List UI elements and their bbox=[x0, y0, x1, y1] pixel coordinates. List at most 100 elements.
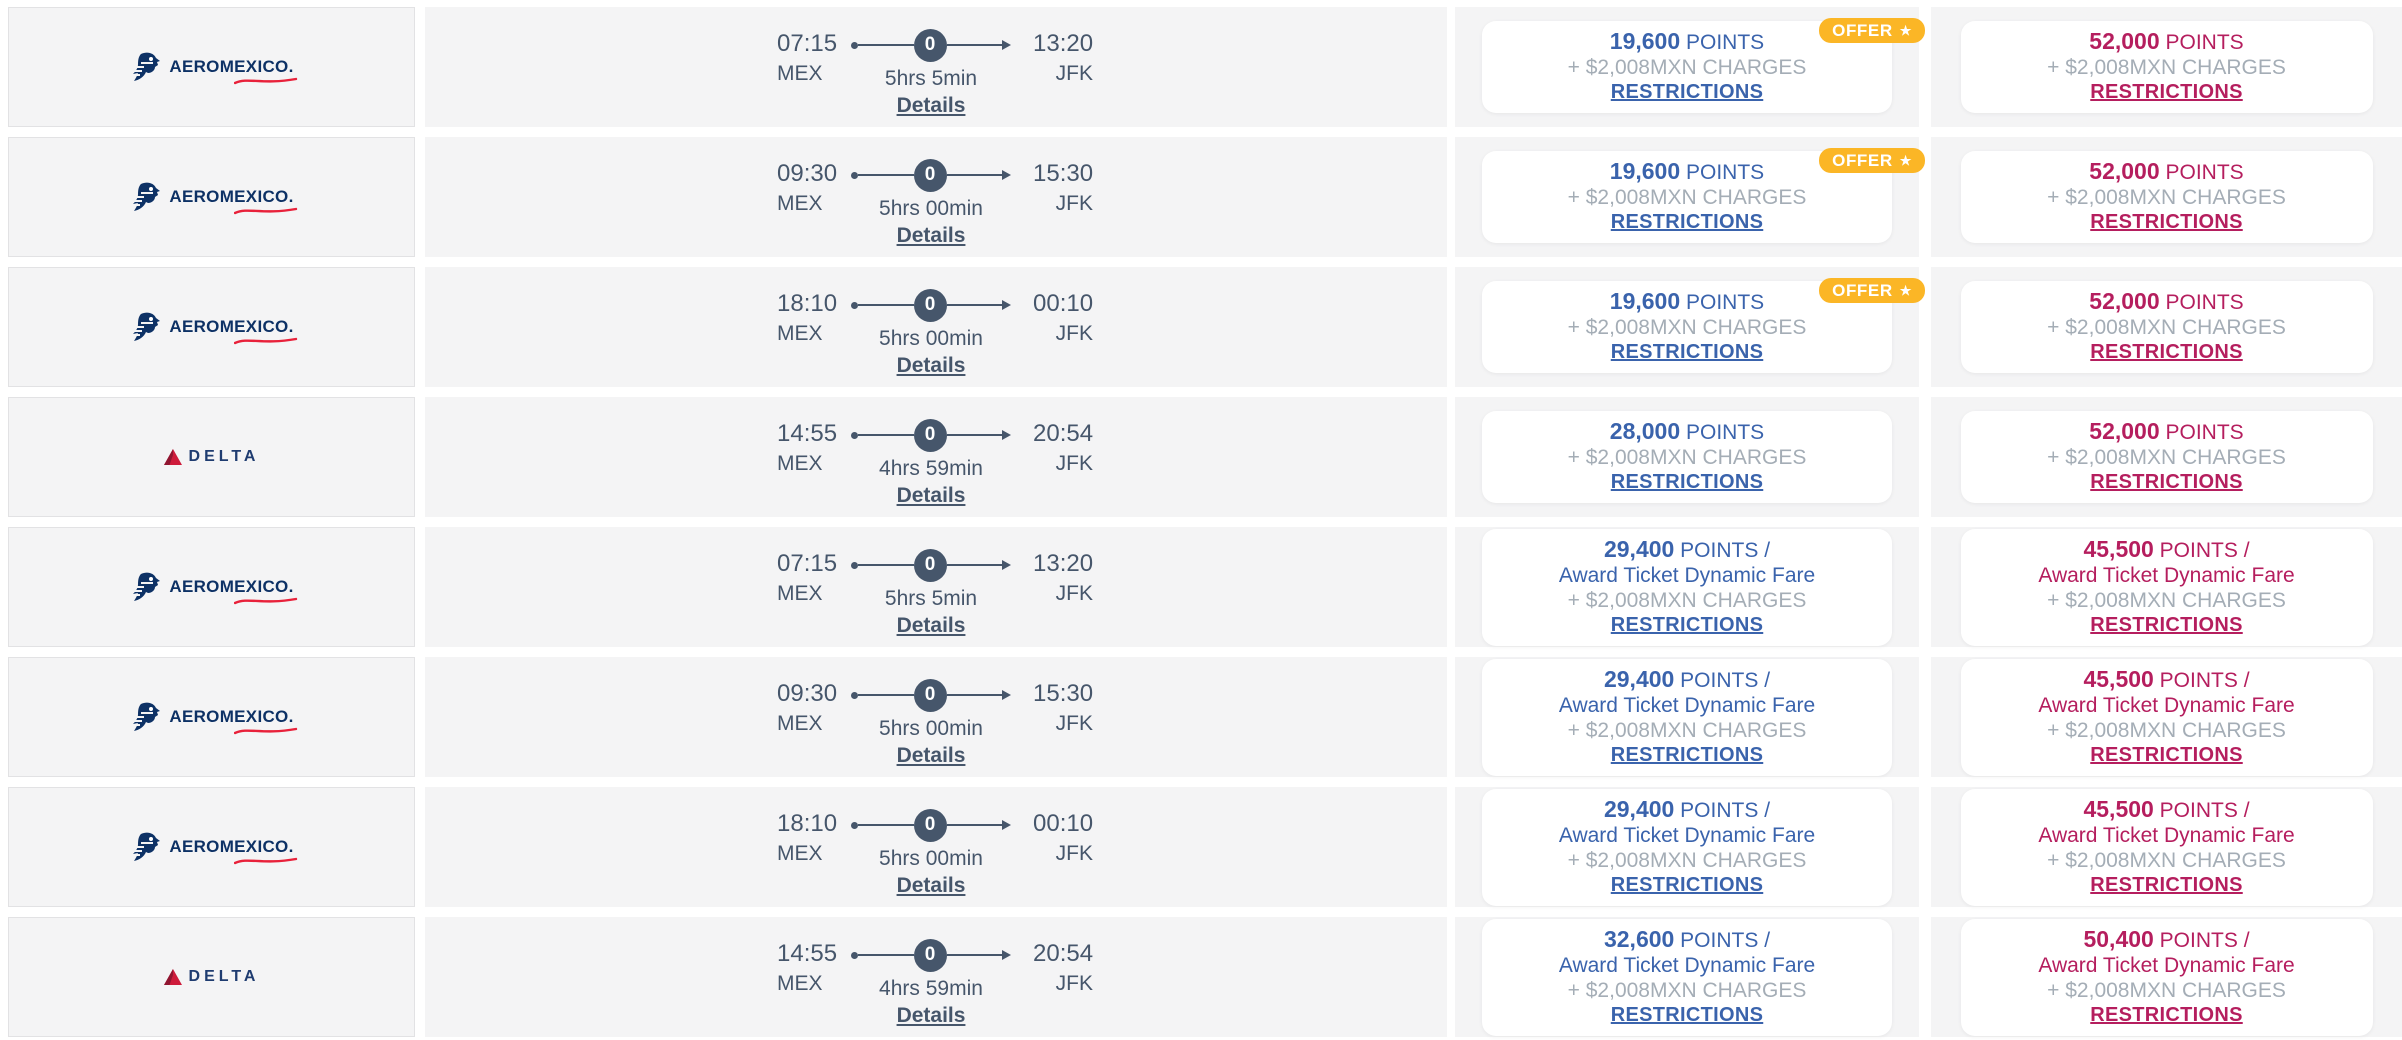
points-value: 52,000 bbox=[2089, 288, 2160, 314]
charges: + $2,008MXN CHARGES bbox=[1567, 186, 1807, 209]
flexible-fare-card[interactable]: 45,500 POINTS / Award Ticket Dynamic Far… bbox=[1960, 658, 2373, 776]
flight-row: AEROMEXICO. 09:30 MEX 0 bbox=[8, 137, 2402, 257]
classic-fare-card[interactable]: 28,000 POINTS + $2,008MXN CHARGES RESTRI… bbox=[1482, 411, 1892, 503]
restrictions-row: RESTRICTIONS bbox=[1961, 340, 2373, 365]
route-segment-line bbox=[946, 694, 1002, 696]
route-line: 0 bbox=[851, 28, 1011, 62]
arrival-airport: JFK bbox=[1055, 62, 1093, 85]
flexible-fare-cell: 52,000 POINTS + $2,008MXN CHARGES RESTRI… bbox=[1931, 397, 2402, 517]
restrictions-link[interactable]: RESTRICTIONS bbox=[1610, 873, 1764, 896]
flexible-fare-card[interactable]: 52,000 POINTS + $2,008MXN CHARGES RESTRI… bbox=[1960, 21, 2373, 113]
arrival-block: 13:20 JFK bbox=[1033, 548, 1093, 647]
departure-block: 07:15 MEX bbox=[777, 548, 837, 647]
flexible-fare-card[interactable]: 52,000 POINTS + $2,008MXN CHARGES RESTRI… bbox=[1960, 411, 2373, 503]
restrictions-link[interactable]: RESTRICTIONS bbox=[2090, 743, 2243, 766]
route-segment-line bbox=[946, 44, 1002, 46]
aeromexico-wordmark: AEROMEXICO. bbox=[169, 57, 294, 76]
points-separator: / bbox=[1758, 928, 1771, 952]
classic-fare-card[interactable]: 29,400 POINTS / Award Ticket Dynamic Far… bbox=[1482, 658, 1892, 776]
flexible-fare-card[interactable]: 52,000 POINTS + $2,008MXN CHARGES RESTRI… bbox=[1960, 151, 2373, 243]
restrictions-link[interactable]: RESTRICTIONS bbox=[2090, 613, 2243, 636]
restrictions-row: RESTRICTIONS bbox=[1961, 743, 2373, 768]
route-origin-dot bbox=[851, 561, 858, 569]
details-link[interactable]: Details bbox=[896, 94, 966, 117]
flight-duration: 5hrs 00min bbox=[879, 847, 983, 870]
restrictions-row: RESTRICTIONS bbox=[1482, 743, 1892, 768]
restrictions-link[interactable]: RESTRICTIONS bbox=[1610, 471, 1764, 493]
itinerary-cell: 14:55 MEX 0 4hrs 59min Details 20:54 JFK bbox=[425, 917, 1447, 1037]
segment-middle-block: 0 5hrs 00min Details bbox=[851, 678, 1011, 777]
flight-duration: 5hrs 00min bbox=[879, 197, 983, 220]
points-line: 50,400 POINTS / bbox=[1961, 926, 2373, 953]
classic-fare-card[interactable]: 19,600 POINTS + $2,008MXN CHARGES RESTRI… bbox=[1482, 281, 1892, 373]
aeromexico-swoosh-icon bbox=[233, 597, 297, 605]
points-separator: / bbox=[2237, 668, 2250, 692]
restrictions-row: RESTRICTIONS bbox=[1482, 80, 1892, 105]
stops-count-icon: 0 bbox=[913, 288, 947, 322]
restrictions-row: RESTRICTIONS bbox=[1961, 613, 2373, 638]
restrictions-link[interactable]: RESTRICTIONS bbox=[2090, 81, 2243, 103]
points-label: POINTS bbox=[1680, 538, 1759, 562]
points-value: 45,500 bbox=[2083, 535, 2154, 562]
route-segment-line bbox=[946, 174, 1002, 176]
details-link[interactable]: Details bbox=[896, 224, 966, 247]
route-origin-dot bbox=[851, 41, 858, 49]
restrictions-link[interactable]: RESTRICTIONS bbox=[1610, 211, 1764, 233]
arrival-airport: JFK bbox=[1055, 322, 1093, 345]
route-origin-dot bbox=[851, 171, 858, 179]
departure-airport: MEX bbox=[777, 452, 823, 475]
restrictions-link[interactable]: RESTRICTIONS bbox=[1610, 743, 1764, 766]
flexible-fare-card[interactable]: 45,500 POINTS / Award Ticket Dynamic Far… bbox=[1960, 528, 2373, 646]
flight-row: AEROMEXICO. 07:15 MEX 0 bbox=[8, 7, 2402, 127]
restrictions-link[interactable]: RESTRICTIONS bbox=[1610, 1003, 1764, 1026]
airline-cell: AEROMEXICO. bbox=[8, 527, 415, 647]
restrictions-link[interactable]: RESTRICTIONS bbox=[2090, 873, 2243, 896]
arrival-block: 20:54 JFK bbox=[1033, 938, 1093, 1037]
restrictions-link[interactable]: RESTRICTIONS bbox=[1610, 81, 1764, 103]
restrictions-link[interactable]: RESTRICTIONS bbox=[2090, 211, 2243, 233]
delta-wordmark: DELTA bbox=[188, 448, 260, 465]
flexible-fare-cell: 52,000 POINTS + $2,008MXN CHARGES RESTRI… bbox=[1931, 137, 2402, 257]
route-origin-dot bbox=[851, 301, 858, 309]
points-value: 19,600 bbox=[1609, 288, 1681, 314]
classic-fare-card[interactable]: 29,400 POINTS / Award Ticket Dynamic Far… bbox=[1482, 788, 1892, 906]
arrival-block: 00:10 JFK bbox=[1033, 288, 1093, 387]
points-value: 52,000 bbox=[2089, 28, 2160, 54]
charges: + $2,008MXN CHARGES bbox=[2047, 848, 2286, 872]
details-link[interactable]: Details bbox=[896, 1004, 966, 1027]
route-line: 0 bbox=[851, 158, 1011, 192]
restrictions-link[interactable]: RESTRICTIONS bbox=[2090, 1003, 2243, 1026]
delta-logo: DELTA bbox=[163, 968, 260, 986]
departure-block: 18:10 MEX bbox=[777, 808, 837, 907]
restrictions-link[interactable]: RESTRICTIONS bbox=[2090, 471, 2243, 493]
restrictions-link[interactable]: RESTRICTIONS bbox=[1610, 613, 1764, 636]
aeromexico-swoosh-icon bbox=[233, 727, 297, 735]
details-link[interactable]: Details bbox=[896, 614, 966, 637]
details-link[interactable]: Details bbox=[896, 354, 966, 377]
restrictions-link[interactable]: RESTRICTIONS bbox=[1610, 341, 1764, 363]
classic-fare-card[interactable]: 29,400 POINTS / Award Ticket Dynamic Far… bbox=[1482, 528, 1892, 646]
route-arrow-icon bbox=[1002, 690, 1011, 700]
route-segment-line bbox=[858, 954, 914, 956]
flight-row: DELTA 14:55 MEX 0 4hrs 59min Details bbox=[8, 917, 2402, 1037]
details-link[interactable]: Details bbox=[896, 874, 966, 897]
flight-duration: 5hrs 00min bbox=[879, 327, 983, 350]
details-link[interactable]: Details bbox=[896, 484, 966, 507]
stops-count-icon: 0 bbox=[913, 28, 947, 62]
flexible-fare-card[interactable]: 45,500 POINTS / Award Ticket Dynamic Far… bbox=[1960, 788, 2373, 906]
points-line: 52,000 POINTS bbox=[1961, 289, 2373, 315]
flexible-fare-card[interactable]: 50,400 POINTS / Award Ticket Dynamic Far… bbox=[1960, 918, 2373, 1036]
charges: + $2,008MXN CHARGES bbox=[1567, 978, 1807, 1002]
details-link[interactable]: Details bbox=[896, 744, 966, 767]
flexible-fare-cell: 45,500 POINTS / Award Ticket Dynamic Far… bbox=[1931, 657, 2402, 777]
delta-logo: DELTA bbox=[163, 448, 260, 466]
arrival-airport: JFK bbox=[1055, 842, 1093, 865]
classic-fare-cell: 32,600 POINTS / Award Ticket Dynamic Far… bbox=[1455, 917, 1919, 1037]
flexible-fare-card[interactable]: 52,000 POINTS + $2,008MXN CHARGES RESTRI… bbox=[1960, 281, 2373, 373]
charges: + $2,008MXN CHARGES bbox=[2047, 718, 2286, 742]
route-segment-line bbox=[858, 694, 914, 696]
segment-middle-block: 0 5hrs 00min Details bbox=[851, 158, 1011, 257]
restrictions-link[interactable]: RESTRICTIONS bbox=[2090, 341, 2243, 363]
offer-badge: OFFER ★ bbox=[1819, 278, 1925, 303]
classic-fare-card[interactable]: 32,600 POINTS / Award Ticket Dynamic Far… bbox=[1482, 918, 1892, 1036]
